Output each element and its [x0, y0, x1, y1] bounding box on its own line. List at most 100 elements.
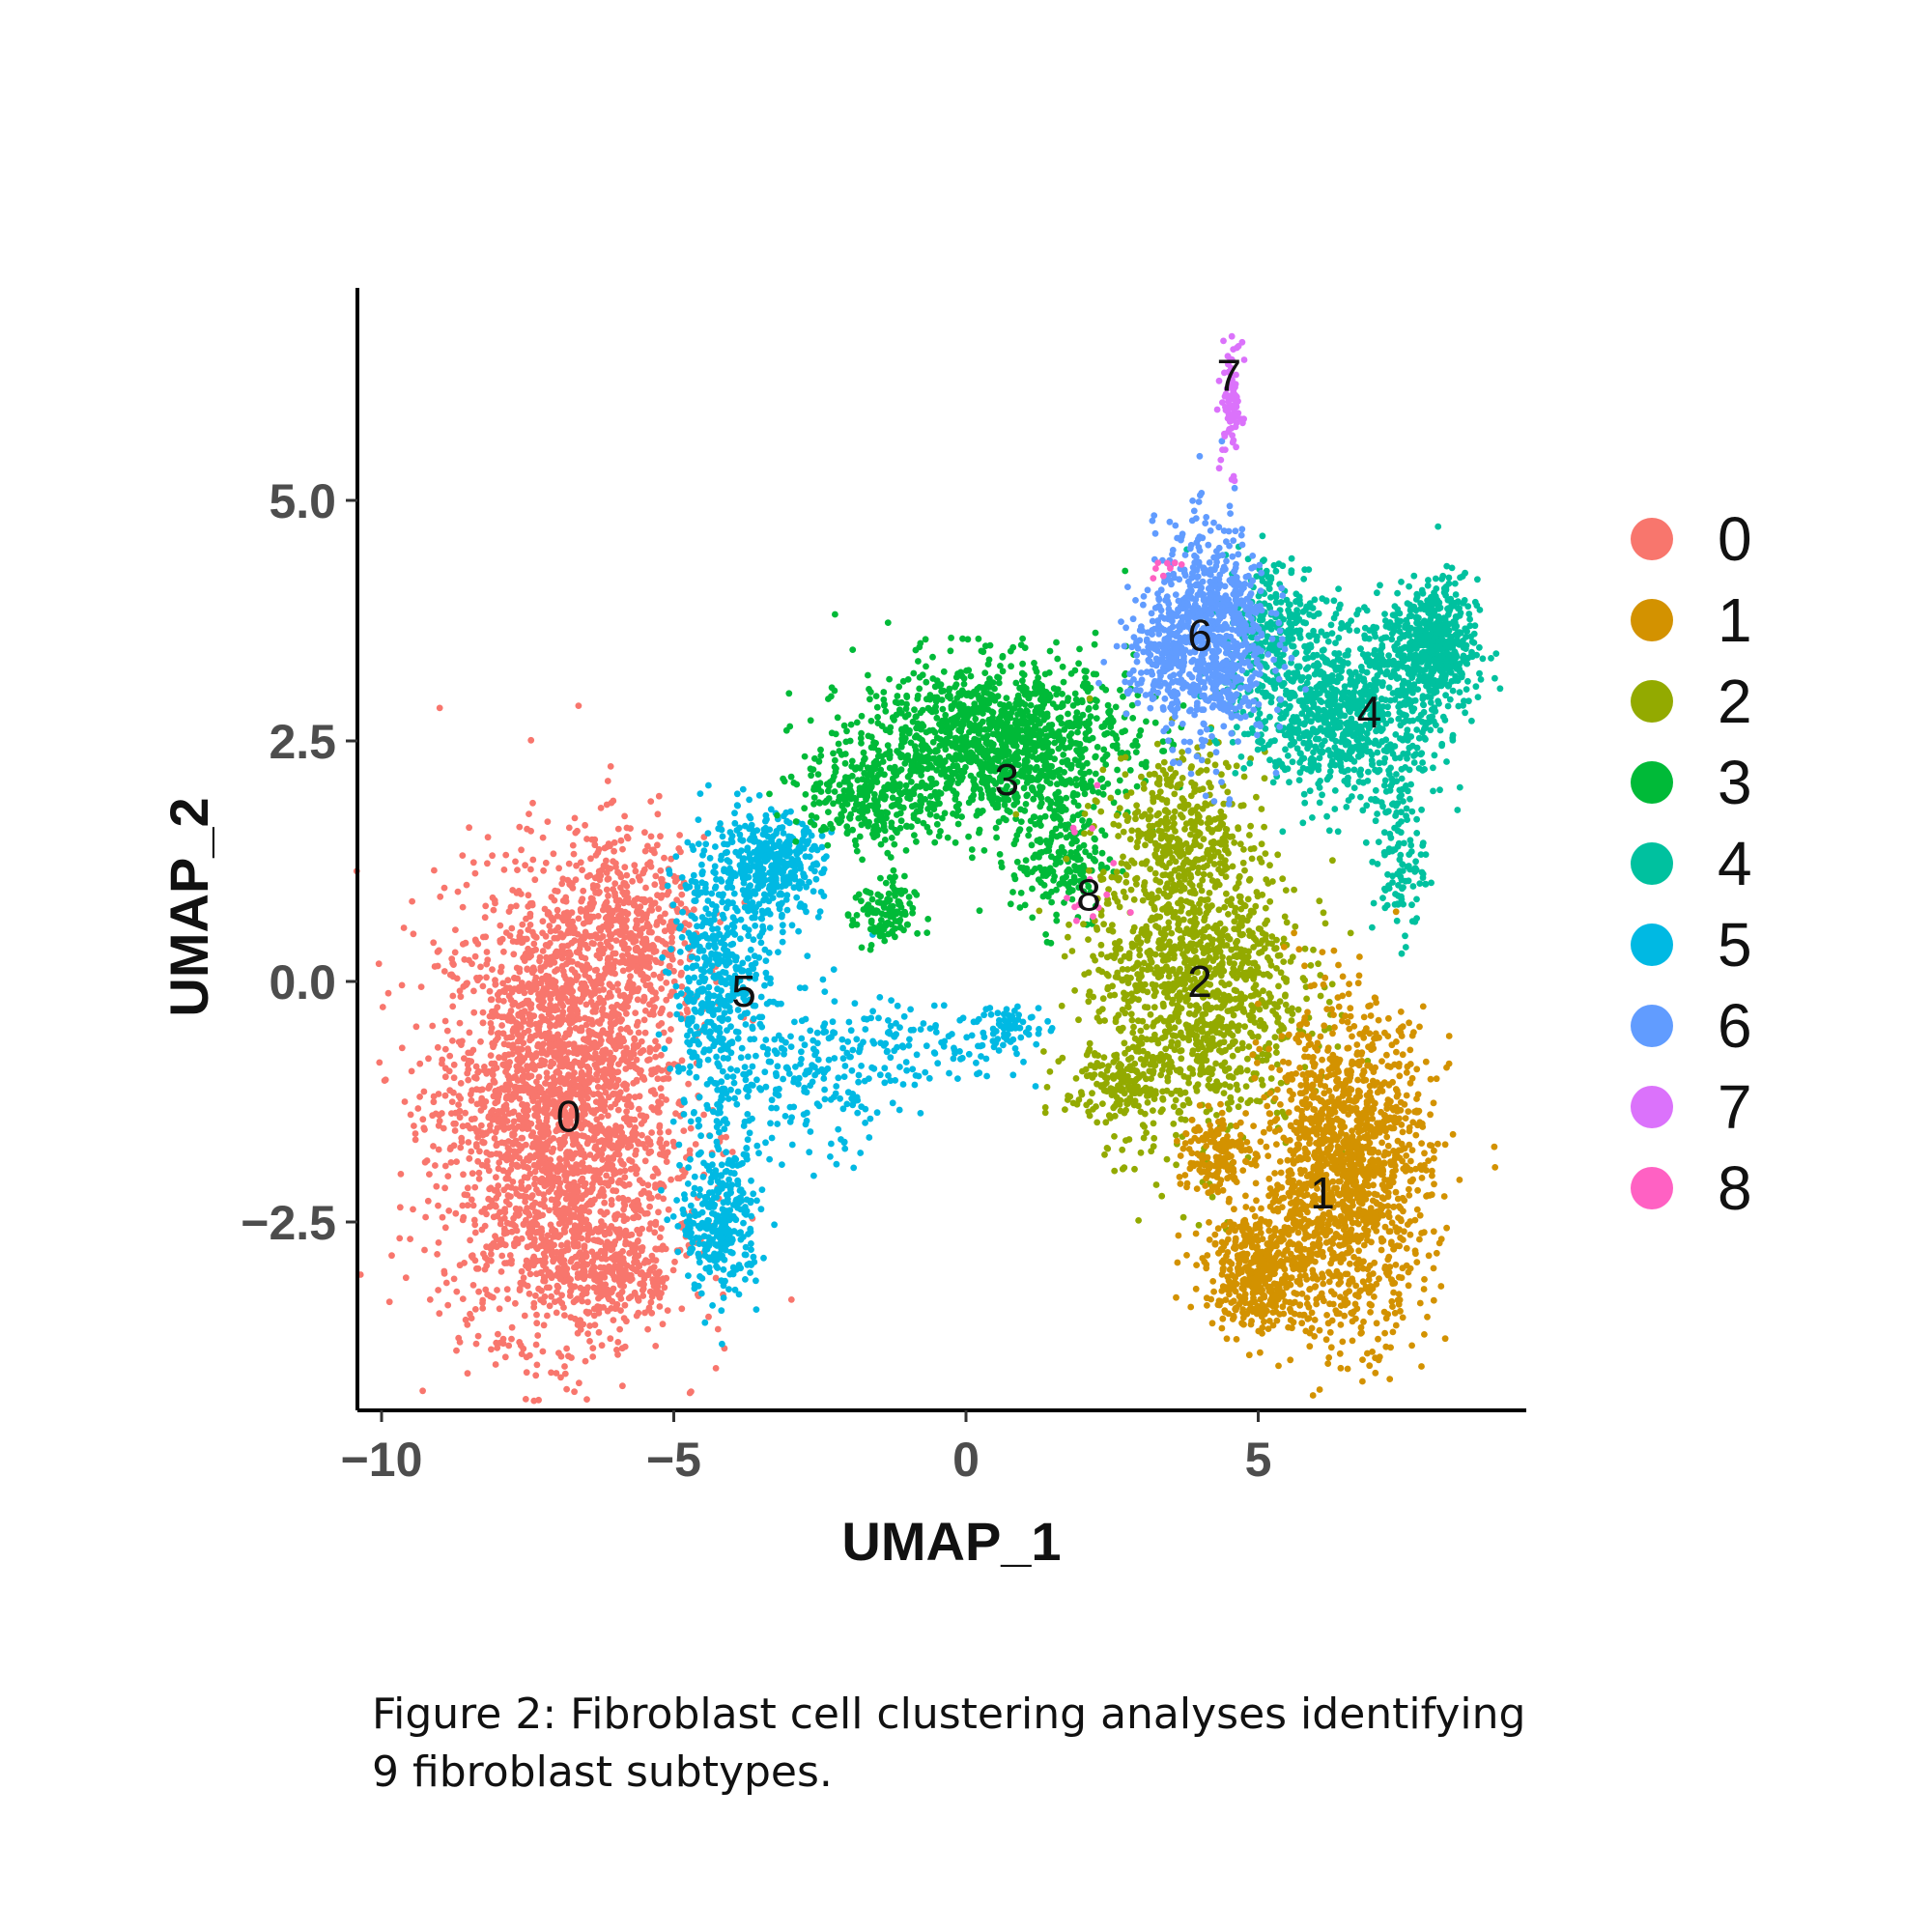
- point: [548, 1007, 554, 1014]
- point: [501, 1260, 508, 1266]
- point: [647, 833, 655, 840]
- point: [753, 1277, 759, 1285]
- point: [533, 1311, 540, 1319]
- point: [535, 1285, 542, 1293]
- point: [844, 1089, 852, 1096]
- point: [468, 1252, 475, 1260]
- point: [474, 1134, 482, 1141]
- point: [592, 1050, 599, 1057]
- point: [578, 980, 585, 987]
- point: [519, 1100, 526, 1108]
- point: [435, 1146, 442, 1153]
- point: [731, 810, 738, 817]
- point: [802, 1121, 810, 1128]
- point: [530, 1238, 538, 1245]
- point: [464, 1069, 471, 1077]
- point: [737, 916, 745, 923]
- point: [652, 1184, 659, 1191]
- point: [708, 890, 716, 897]
- point: [687, 1202, 695, 1209]
- point: [604, 875, 611, 883]
- point: [716, 1104, 724, 1112]
- point: [494, 1287, 500, 1293]
- point: [690, 846, 697, 853]
- point: [449, 1003, 457, 1010]
- point: [471, 1221, 479, 1229]
- point: [710, 992, 718, 1000]
- point: [773, 1072, 781, 1080]
- point: [676, 924, 683, 932]
- point: [739, 837, 746, 844]
- point: [821, 1086, 828, 1094]
- point: [465, 1049, 472, 1057]
- point: [647, 1088, 655, 1094]
- point: [677, 958, 684, 966]
- point: [742, 1076, 750, 1084]
- point: [505, 908, 513, 915]
- point: [922, 1068, 929, 1076]
- point: [771, 1036, 779, 1043]
- point: [577, 1326, 584, 1333]
- point: [713, 1118, 721, 1124]
- point: [655, 1031, 663, 1038]
- point: [516, 1206, 524, 1213]
- point: [662, 1075, 669, 1082]
- point: [441, 1184, 448, 1192]
- point: [695, 816, 702, 823]
- point: [581, 1242, 588, 1250]
- point: [524, 1205, 530, 1211]
- point: [554, 888, 561, 895]
- point: [490, 1077, 497, 1084]
- point: [710, 974, 718, 980]
- point: [780, 830, 787, 837]
- point: [610, 964, 617, 972]
- point: [429, 1022, 437, 1030]
- point: [896, 1024, 903, 1031]
- point: [558, 943, 566, 950]
- point: [690, 871, 697, 879]
- point: [659, 1321, 667, 1328]
- point: [561, 1133, 568, 1141]
- point: [663, 1158, 670, 1165]
- point: [752, 872, 759, 879]
- point: [494, 1345, 501, 1351]
- point: [456, 1339, 464, 1346]
- point: [676, 1161, 683, 1169]
- point: [788, 1141, 796, 1149]
- point: [665, 1128, 672, 1136]
- point: [627, 1293, 635, 1300]
- point: [748, 858, 754, 865]
- point: [734, 1029, 742, 1036]
- point: [757, 1206, 765, 1213]
- point: [732, 1196, 740, 1204]
- point: [896, 1064, 903, 1070]
- point: [704, 830, 712, 837]
- point: [899, 1081, 907, 1088]
- point: [569, 1112, 576, 1120]
- point: [766, 882, 774, 890]
- point: [689, 913, 696, 920]
- point: [522, 1396, 529, 1403]
- point: [746, 883, 753, 891]
- point: [492, 1128, 499, 1136]
- point: [561, 1370, 569, 1378]
- point: [563, 1056, 571, 1064]
- point: [621, 923, 628, 929]
- point: [542, 1254, 549, 1262]
- point: [638, 1066, 644, 1074]
- point: [983, 1072, 990, 1080]
- point: [441, 1162, 449, 1170]
- point: [546, 923, 554, 929]
- point: [664, 882, 671, 890]
- point: [676, 832, 683, 838]
- point: [751, 1036, 758, 1042]
- point: [881, 1065, 889, 1072]
- point: [441, 1017, 449, 1025]
- point: [558, 1292, 565, 1299]
- point: [517, 1279, 525, 1287]
- point: [676, 1175, 683, 1182]
- point: [597, 1208, 605, 1215]
- point: [563, 977, 571, 984]
- point: [566, 1293, 574, 1299]
- point: [666, 867, 673, 874]
